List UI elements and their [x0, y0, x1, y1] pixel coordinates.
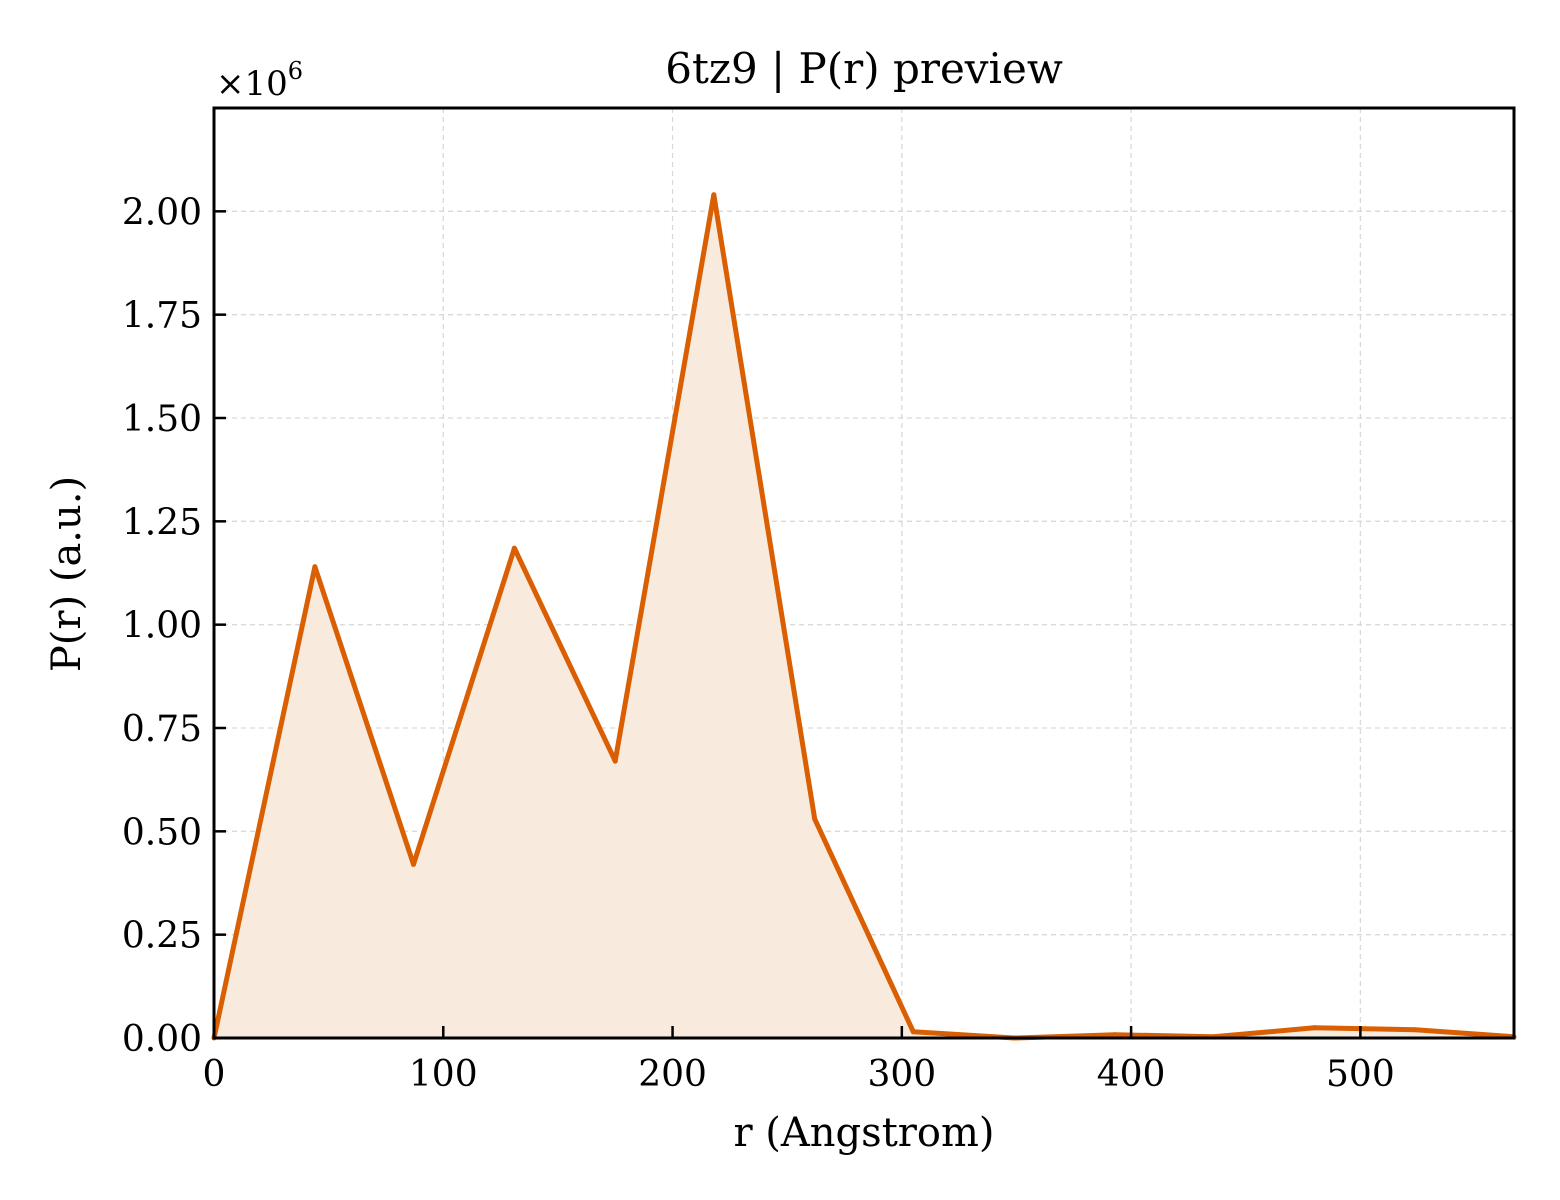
series-line — [211, 192, 1515, 1041]
y-tick-label: 0.00 — [122, 1019, 202, 1060]
data-point — [910, 1029, 916, 1035]
y-tick-label: 1.00 — [122, 606, 202, 647]
data-point — [410, 861, 416, 867]
data-point — [511, 545, 517, 551]
y-axis-multiplier-exponent: 6 — [288, 57, 303, 85]
y-axis-ticks: 0.00 0.25 0.50 0.75 1.00 1.25 1.50 1.75 2.00 — [122, 192, 226, 1060]
x-axis-label: r (Angstrom) — [733, 1110, 994, 1156]
data-point — [1312, 1025, 1318, 1031]
x-tick-label: 0 — [203, 1054, 226, 1095]
y-tick-label: 1.25 — [122, 502, 202, 543]
y-tick-label: 0.25 — [122, 916, 202, 957]
y-axis-multiplier-base: ×10 — [216, 64, 288, 104]
data-point — [612, 758, 618, 764]
x-tick-label: 200 — [638, 1054, 707, 1095]
data-point — [812, 816, 818, 822]
data-point — [711, 192, 717, 198]
x-axis-ticks: 0 100 200 300 400 500 — [203, 1026, 1395, 1095]
series-area-fill — [214, 194, 1514, 1039]
plot-frame — [212, 106, 1516, 1040]
y-tick-label: 1.75 — [122, 296, 202, 337]
y-tick-label: 0.75 — [122, 709, 202, 750]
y-tick-label: 1.50 — [122, 399, 202, 440]
y-axis-label: P(r) (a.u.) — [44, 476, 90, 672]
x-tick-label: 500 — [1326, 1054, 1395, 1095]
data-point — [1412, 1027, 1418, 1033]
x-tick-label: 300 — [867, 1054, 936, 1095]
y-tick-label: 0.50 — [122, 812, 202, 853]
x-tick-label: 400 — [1097, 1054, 1166, 1095]
data-point — [1112, 1032, 1118, 1038]
y-axis-multiplier: ×106 — [216, 57, 303, 104]
chart-title: 6tz9 | P(r) preview — [665, 44, 1063, 93]
x-tick-label: 100 — [409, 1054, 478, 1095]
data-point — [312, 564, 318, 570]
y-tick-label: 2.00 — [122, 192, 202, 233]
